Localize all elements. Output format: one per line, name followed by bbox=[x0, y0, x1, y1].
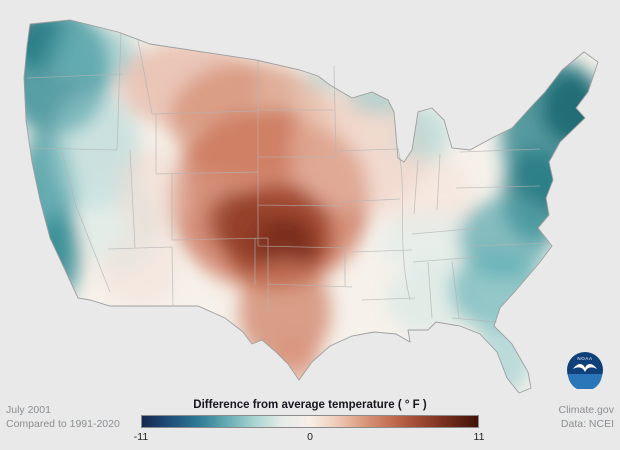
baseline-label: Compared to 1991-2020 bbox=[6, 418, 120, 430]
colorbar-tick-min: -11 bbox=[133, 431, 149, 443]
us-national-border bbox=[23, 19, 599, 394]
ncei-data-credit: Data: NCEI bbox=[560, 418, 614, 430]
seagull-icon bbox=[573, 364, 597, 372]
colorbar-tick-zero: 0 bbox=[307, 431, 313, 443]
credits-block: Climate.gov Data: NCEI bbox=[559, 403, 614, 431]
noaa-logo-label: NOAA bbox=[577, 356, 592, 361]
climate-gov-credit: Climate.gov bbox=[558, 404, 614, 416]
state-borders bbox=[27, 32, 551, 323]
colorbar bbox=[141, 415, 479, 428]
map-period-block: July 2001 Compared to 1991-2020 bbox=[6, 403, 120, 431]
legend-title: Difference from average temperature ( ° … bbox=[110, 399, 510, 411]
noaa-logo-sea bbox=[568, 374, 602, 389]
colorbar-tick-max: 11 bbox=[473, 431, 485, 443]
legend-units: ( ° F ) bbox=[397, 399, 427, 411]
noaa-logo-icon: NOAA bbox=[567, 352, 603, 389]
legend-title-text: Difference from average temperature bbox=[193, 399, 395, 411]
period-label: July 2001 bbox=[6, 404, 51, 416]
